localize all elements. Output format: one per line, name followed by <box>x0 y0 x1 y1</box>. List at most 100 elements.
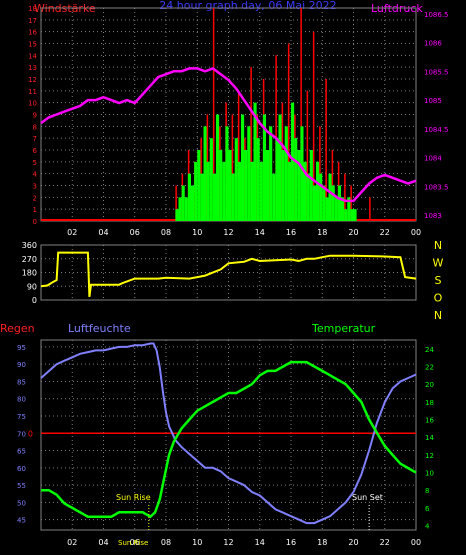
direction-tick-label: 90 <box>27 282 37 291</box>
wind-bar <box>200 173 204 221</box>
wind-bar <box>219 150 223 221</box>
wind-bar <box>353 209 357 221</box>
rain-tick-label: 0 <box>28 429 33 438</box>
wind-bar <box>266 150 270 221</box>
sun-rise-label: Sun Rise <box>116 493 151 502</box>
direction-tick-label: 180 <box>22 269 37 278</box>
time-tick-label: 10 <box>192 538 202 547</box>
wind-bar <box>231 173 235 221</box>
chart-title: 24 hour graph day, 06 Mai 2022 <box>159 0 336 12</box>
time-tick-label: 02 <box>67 228 77 237</box>
direction-line <box>40 251 417 298</box>
wind-tick-label: 9 <box>33 112 37 120</box>
wind-bar <box>328 173 332 221</box>
wind-bar <box>300 126 304 221</box>
rain-label: Regen <box>0 322 35 335</box>
time-tick-label: 16 <box>286 538 296 547</box>
temperature-tick-label: 14 <box>425 434 434 442</box>
time-tick-label: 04 <box>98 228 108 237</box>
temperature-label: Temperatur <box>311 322 376 335</box>
wind-bar <box>181 185 185 221</box>
wind-bar <box>272 173 276 221</box>
wind-bar <box>294 138 298 221</box>
wind-tick-label: 13 <box>28 64 37 72</box>
wind-bar <box>309 150 313 221</box>
direction-tick-label: 0 <box>32 296 37 305</box>
humidity-temperature-axes: 45 50 55 60 65 70 75 80 85 90 95 4 6 8 10 12 14 16 18 20 22 2… <box>17 344 434 547</box>
time-tick-label: 18 <box>317 538 327 547</box>
wind-tick-label: 8 <box>33 123 37 131</box>
gust-bar <box>175 185 177 221</box>
wind-bar <box>225 126 229 221</box>
wind-bar <box>212 173 216 221</box>
temperature-tick-label: 8 <box>425 487 429 495</box>
pressure-tick-label: 1084.5 <box>424 126 449 134</box>
wind-bar <box>191 185 195 221</box>
wind-bar <box>228 150 232 221</box>
wind-bar <box>206 161 210 221</box>
wind-tick-label: 10 <box>28 100 37 108</box>
wind-tick-label: 7 <box>33 135 37 143</box>
wind-tick-label: 17 <box>28 17 37 25</box>
humidity-line <box>40 342 417 525</box>
pressure-tick-label: 1084 <box>424 155 442 163</box>
wind-bar <box>319 173 323 221</box>
temperature-line <box>41 360 417 519</box>
wind-bar <box>256 138 260 221</box>
time-tick-label: 08 <box>161 228 171 237</box>
wind-bar <box>234 138 238 221</box>
wind-bar <box>287 161 291 221</box>
compass-label: N <box>434 239 442 252</box>
gust-bar <box>300 8 302 221</box>
wind-bar <box>284 126 288 221</box>
pressure-tick-label: 1086.5 <box>424 11 449 19</box>
gust-bar <box>237 90 240 221</box>
wind-bar <box>303 161 307 221</box>
wind-bar <box>337 185 341 221</box>
wind-bar <box>178 197 182 221</box>
humidity-tick-label: 60 <box>17 465 26 473</box>
wind-bar <box>244 150 248 221</box>
wind-tick-label: 14 <box>28 52 37 60</box>
temperature-tick-label: 6 <box>425 505 430 513</box>
wind-bar <box>341 197 345 221</box>
pressure-tick-label: 1083.5 <box>424 183 449 191</box>
time-tick-label: 18 <box>317 228 327 237</box>
wind-bar <box>312 185 316 221</box>
wind-bar <box>275 138 279 221</box>
wind-bar <box>291 102 295 221</box>
wind-bar <box>334 197 338 221</box>
wind-pressure-axes: 012345678910111213141516171810831083.510… <box>28 5 448 237</box>
temperature-tick-label: 4 <box>425 523 430 531</box>
compass-label: O <box>434 292 443 305</box>
time-tick-label: 04 <box>98 538 108 547</box>
time-tick-label: 22 <box>380 538 390 547</box>
time-tick-label: 06 <box>130 538 140 547</box>
wind-bar <box>187 173 191 221</box>
wind-bar <box>331 185 335 221</box>
humidity-tick-label: 80 <box>17 396 26 404</box>
wind-tick-label: 2 <box>33 194 37 202</box>
wind-tick-label: 15 <box>28 41 37 49</box>
temperature-tick-label: 16 <box>425 417 434 425</box>
wind-bar <box>281 150 285 221</box>
humidity-tick-label: 65 <box>17 448 26 456</box>
sun-set-label: Sun Set <box>352 493 383 502</box>
wind-bar <box>297 150 301 221</box>
wind-bar <box>184 197 188 221</box>
time-tick-label: 10 <box>192 228 202 237</box>
wind-bar <box>347 197 351 221</box>
gust-bar <box>250 67 252 222</box>
wind-tick-label: 12 <box>28 76 37 84</box>
compass-label: W <box>433 257 444 270</box>
wind-bar <box>197 150 201 221</box>
wind-bar <box>241 114 245 221</box>
gust-bar <box>325 79 327 221</box>
direction-tick-label: 270 <box>22 255 37 264</box>
wind-bar <box>194 161 198 221</box>
gust-bar <box>369 197 371 221</box>
wind-bar <box>306 173 310 221</box>
wind-tick-label: 3 <box>33 183 37 191</box>
